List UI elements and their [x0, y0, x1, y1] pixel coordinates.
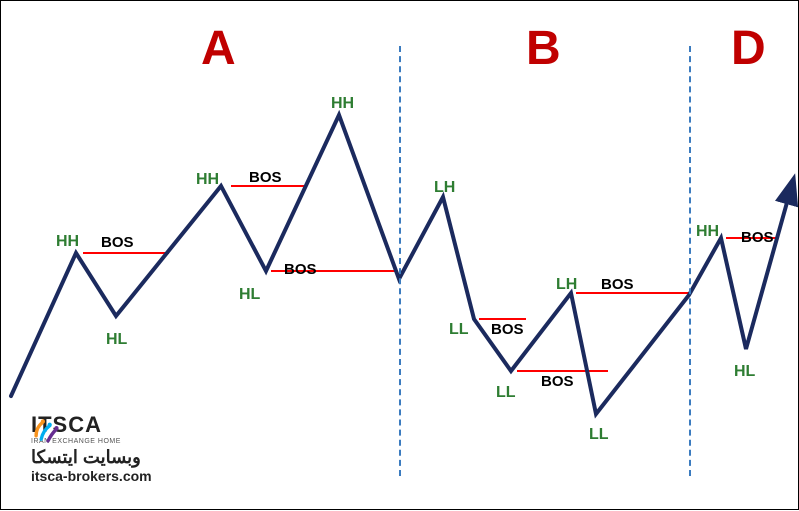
- bos-label: BOS: [101, 234, 134, 251]
- bos-label: BOS: [491, 321, 524, 338]
- structure-label: LH: [434, 179, 455, 197]
- structure-label: HH: [696, 223, 719, 241]
- diagram-container: A B D HH HL BOS HH BOS HL BOS HH LH LL BOS LL BOS LH BOS…: [0, 0, 799, 510]
- brand-logo: ITSCA IRAN EXCHANGE HOME وبسایت ایتسکا i…: [31, 412, 152, 484]
- structure-label: HH: [331, 95, 354, 113]
- structure-label: HL: [106, 331, 127, 349]
- section-divider: [689, 46, 691, 476]
- bos-label: BOS: [601, 276, 634, 293]
- structure-label: HH: [196, 171, 219, 189]
- structure-label: HL: [239, 286, 260, 304]
- structure-label: LL: [496, 384, 516, 402]
- logo-url-text: itsca-brokers.com: [31, 468, 152, 484]
- logo-persian-text: وبسایت ایتسکا: [31, 447, 141, 468]
- structure-label: LH: [556, 276, 577, 294]
- bos-label: BOS: [741, 229, 774, 246]
- structure-label: HL: [734, 363, 755, 381]
- section-label: D: [731, 21, 766, 76]
- logo-icon: [31, 412, 65, 446]
- bos-label: BOS: [541, 373, 574, 390]
- bos-label: BOS: [284, 261, 317, 278]
- section-label: A: [201, 21, 236, 76]
- section-divider: [399, 46, 401, 476]
- structure-label: LL: [589, 426, 609, 444]
- structure-label: LL: [449, 321, 469, 339]
- bos-label: BOS: [249, 169, 282, 186]
- structure-label: HH: [56, 233, 79, 251]
- section-label: B: [526, 21, 561, 76]
